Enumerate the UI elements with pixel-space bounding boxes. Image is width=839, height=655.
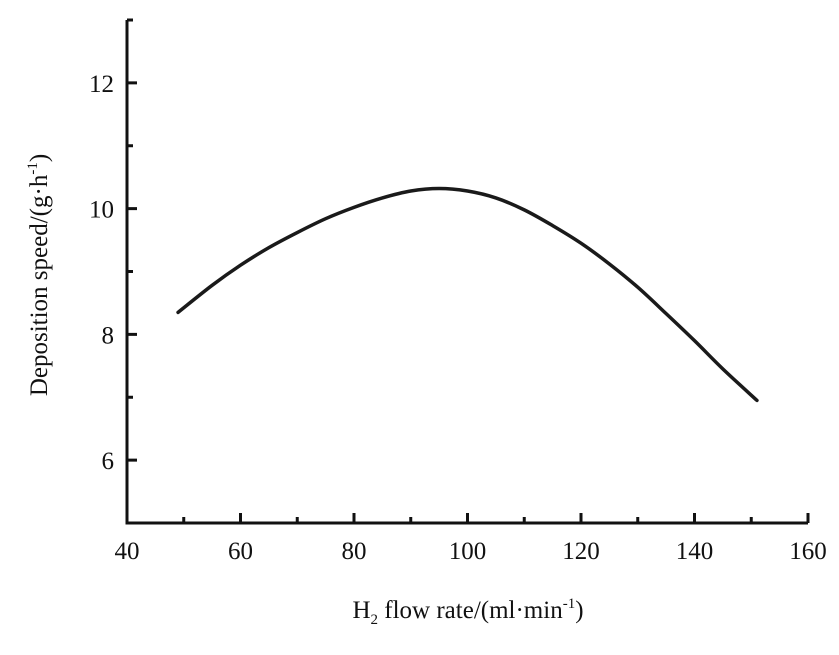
y-axis-title: Deposition speed/(g·h-1) bbox=[25, 154, 53, 396]
x-tick-label: 60 bbox=[228, 538, 253, 565]
x-tick-label: 120 bbox=[562, 538, 600, 565]
x-tick-label: 100 bbox=[449, 538, 487, 565]
y-axis-title-main: Deposition speed/(g·h bbox=[26, 174, 53, 396]
x-axis-title-rest: flow rate/(ml·min bbox=[378, 597, 563, 624]
axes bbox=[125, 20, 808, 525]
y-axis-title-close: ) bbox=[26, 154, 53, 162]
axis-ticks: 40 60 80 100 120 140 160 6 8 10 12 bbox=[89, 18, 827, 565]
x-axis-title-main: H bbox=[352, 597, 370, 624]
y-tick-label: 10 bbox=[89, 197, 114, 224]
y-axis-title-superscript: -1 bbox=[25, 162, 41, 175]
y-tick-label: 12 bbox=[89, 71, 114, 98]
x-axis-title-superscript: -1 bbox=[563, 596, 576, 612]
x-axis-title-close: ) bbox=[575, 597, 583, 624]
x-tick-label: 160 bbox=[789, 538, 827, 565]
y-tick-label: 8 bbox=[102, 322, 115, 349]
series-layer bbox=[176, 186, 759, 403]
x-axis-title: H2 flow rate/(ml·min-1) bbox=[352, 596, 583, 628]
x-axis-title-subscript: 2 bbox=[371, 612, 379, 628]
series-line bbox=[176, 186, 759, 403]
x-tick-label: 140 bbox=[676, 538, 714, 565]
x-tick-label: 80 bbox=[342, 538, 367, 565]
x-tick-label: 40 bbox=[115, 538, 140, 565]
y-tick-label: 6 bbox=[102, 448, 115, 475]
